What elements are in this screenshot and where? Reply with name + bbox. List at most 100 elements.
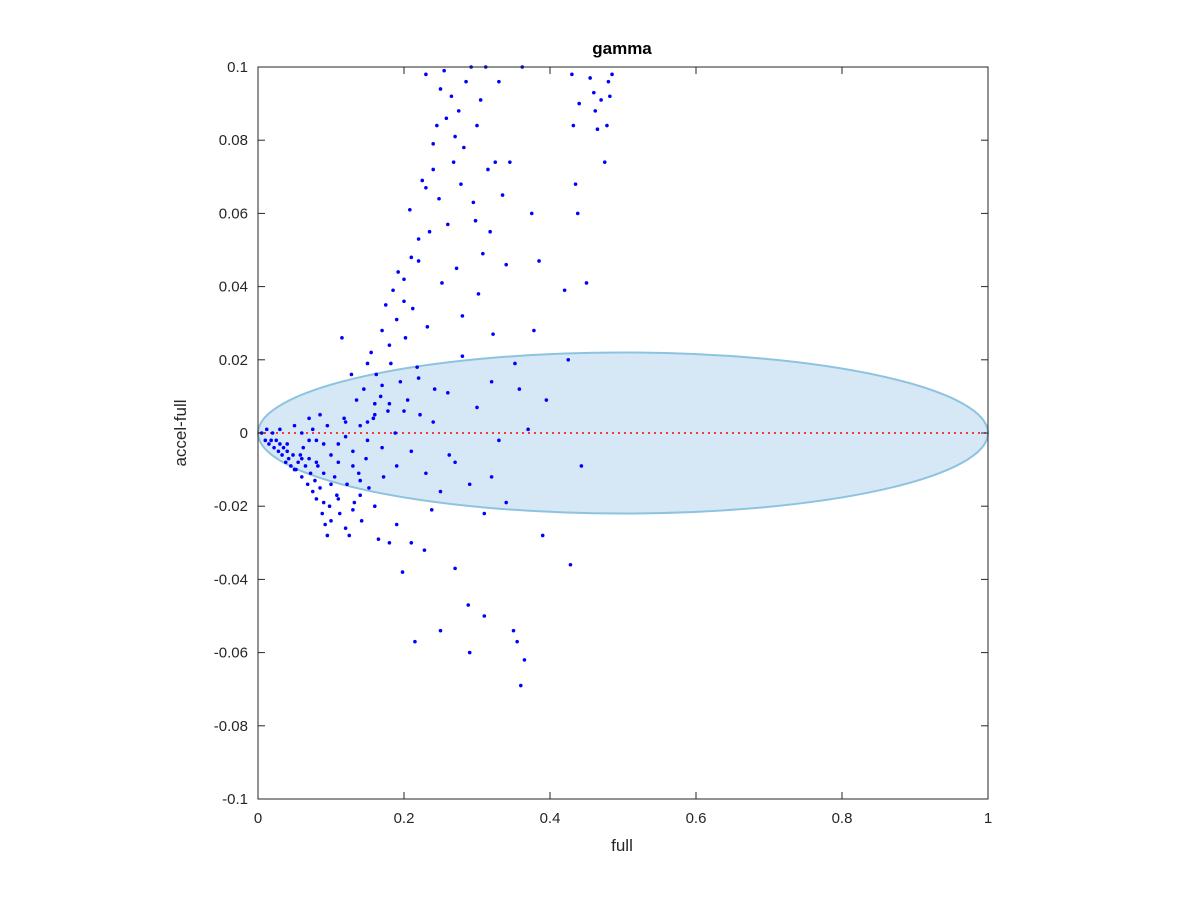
data-point <box>376 537 381 541</box>
data-point <box>335 493 339 498</box>
data-point <box>300 475 304 479</box>
data-point <box>571 123 576 128</box>
data-point <box>329 453 333 457</box>
data-point <box>269 438 273 443</box>
data-point <box>416 376 421 380</box>
data-point <box>416 259 421 263</box>
data-point <box>286 456 291 461</box>
data-point <box>409 255 414 260</box>
data-point <box>497 79 501 84</box>
data-point <box>396 270 400 274</box>
data-point <box>532 328 536 333</box>
y-tick-label: -0.08 <box>214 718 248 735</box>
data-point <box>446 390 450 395</box>
data-point <box>267 442 271 446</box>
data-point <box>517 387 522 391</box>
data-point <box>515 639 519 644</box>
data-point <box>301 445 306 450</box>
y-tick-label: 0.04 <box>219 279 248 296</box>
x-tick-label: 0.8 <box>832 810 853 827</box>
data-point <box>488 229 492 234</box>
chart-title: gamma <box>592 39 652 58</box>
data-point <box>381 475 386 479</box>
data-point <box>466 603 471 607</box>
data-point <box>413 639 417 644</box>
data-point <box>323 522 327 527</box>
data-point <box>460 354 465 358</box>
y-tick-label: 0.02 <box>219 352 248 369</box>
x-axis: 0 0.2 0.4 0.6 0.8 1 <box>254 67 992 827</box>
data-point <box>471 200 476 205</box>
data-point <box>378 394 383 399</box>
data-point <box>374 372 379 377</box>
data-point <box>416 237 421 241</box>
data-point <box>292 467 297 472</box>
data-point <box>307 456 311 461</box>
data-point <box>313 478 317 483</box>
data-point <box>373 401 377 406</box>
data-point <box>373 504 377 509</box>
data-point <box>342 416 346 421</box>
data-point <box>283 460 288 465</box>
data-point <box>415 365 419 369</box>
data-point <box>270 431 275 435</box>
data-point <box>358 423 363 428</box>
y-tick-label: 0.06 <box>219 205 248 222</box>
data-point <box>272 445 276 450</box>
data-point <box>526 427 530 432</box>
data-point <box>281 445 286 450</box>
data-point <box>438 489 443 494</box>
data-point <box>467 482 472 487</box>
data-point <box>482 614 487 618</box>
data-point <box>504 500 509 505</box>
data-point <box>300 431 304 435</box>
data-point <box>394 464 399 468</box>
data-point <box>307 438 311 443</box>
data-point <box>427 229 432 234</box>
data-point <box>380 328 384 333</box>
data-point <box>318 486 322 490</box>
data-point <box>402 277 406 282</box>
data-point <box>351 449 355 454</box>
data-point <box>453 566 457 571</box>
data-point <box>511 628 516 633</box>
data-point <box>440 281 444 285</box>
data-point <box>575 211 580 216</box>
data-point <box>473 218 478 223</box>
data-point <box>437 196 441 201</box>
data-point <box>365 438 370 443</box>
data-point <box>462 145 466 150</box>
data-point <box>386 409 390 413</box>
data-point <box>314 497 319 501</box>
data-point <box>274 438 279 443</box>
data-point <box>464 79 468 84</box>
data-point <box>537 259 541 263</box>
data-point <box>285 442 290 446</box>
data-point <box>493 160 498 164</box>
data-point <box>314 460 319 465</box>
data-point <box>460 314 465 318</box>
data-point <box>347 533 352 538</box>
data-point <box>380 383 384 388</box>
data-point <box>410 306 415 311</box>
data-point <box>573 182 578 186</box>
data-point <box>424 72 428 77</box>
x-tick-label: 0.6 <box>686 810 707 827</box>
data-point <box>358 493 363 498</box>
data-point <box>343 420 348 424</box>
data-point <box>285 449 290 454</box>
x-tick-label: 0.4 <box>540 810 561 827</box>
data-point <box>305 482 310 487</box>
data-point <box>519 683 523 688</box>
data-point <box>356 471 361 476</box>
data-point <box>393 431 398 435</box>
data-point <box>327 504 332 509</box>
data-point <box>371 416 376 421</box>
data-point <box>373 412 377 417</box>
data-point <box>394 317 399 322</box>
data-point <box>402 299 406 304</box>
y-tick-label: 0.08 <box>219 132 248 149</box>
y-tick-label: -0.04 <box>214 571 248 588</box>
data-point <box>329 482 333 487</box>
data-point <box>540 533 545 538</box>
